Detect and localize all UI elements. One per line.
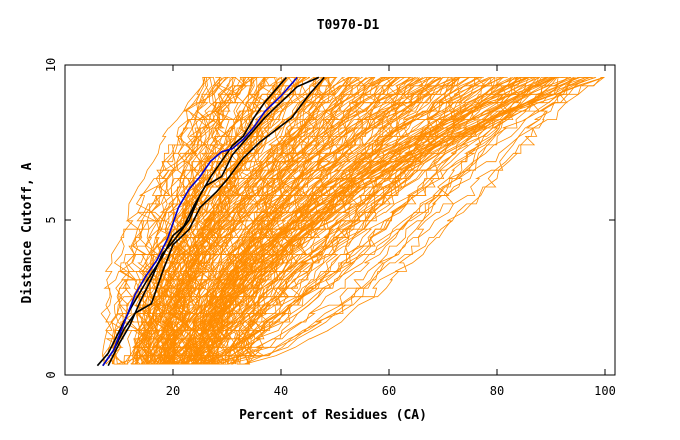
y-axis: 0 5 10 [44,58,615,379]
model-curve [194,77,605,365]
model-curve [179,77,414,365]
model-curve [132,77,280,365]
chart-title: T0970-D1 [317,18,380,33]
model-curve [146,77,284,365]
highlight-series-line-2 [107,76,288,367]
model-curve [205,77,480,365]
model-curve [113,77,259,365]
model-curve [100,77,206,365]
model-curve [181,77,407,365]
x-tick-label: 40 [274,384,288,398]
model-curve [230,77,575,365]
model-curve [177,77,493,365]
model-curve [154,77,426,365]
model-curve [131,77,295,365]
model-curve [230,77,556,365]
model-curve [200,77,576,365]
model-curve [165,77,439,365]
model-curve [151,77,353,365]
x-axis: 0 20 40 60 80 100 [61,65,616,398]
highlight-series-line-3 [102,76,298,367]
x-axis-label: Percent of Residues (CA) [239,408,427,423]
model-curve [110,77,229,365]
model-curve [221,77,589,365]
model-curve [134,77,306,365]
model-curve [209,77,553,365]
model-curve [240,77,591,365]
highlight-series-line-0 [102,76,325,367]
model-curve [243,77,575,365]
x-tick-label: 0 [61,384,68,398]
model-curve [211,77,539,365]
model-curve [105,77,245,365]
model-curve [145,77,298,365]
model-curve [236,77,569,365]
model-curve [219,77,606,365]
y-tick-label: 0 [44,371,58,378]
x-tick-label: 80 [490,384,504,398]
model-curve [146,77,368,365]
model-curve [148,77,354,365]
model-curve [132,77,247,365]
model-curve [153,77,349,365]
y-tick-label: 10 [44,58,58,72]
model-lines-group [100,77,606,365]
model-curve [171,77,470,365]
model-curve [244,77,573,365]
y-axis-label: Distance Cutoff, A [20,162,35,303]
model-curve [155,77,416,365]
model-curve [187,77,556,365]
model-curve [123,77,274,365]
model-curve [169,77,373,365]
y-tick-label: 5 [44,216,58,223]
model-curve [213,77,540,365]
highlight-lines-group [96,76,325,367]
model-curve [243,77,593,365]
model-curve [151,77,391,365]
model-curve [162,77,465,365]
model-curve [194,77,552,365]
model-curve [237,77,566,365]
model-curve [207,77,605,365]
model-curve [202,77,559,365]
x-tick-label: 100 [594,384,616,398]
model-curve [115,77,257,365]
x-tick-label: 60 [382,384,396,398]
model-curve [137,77,336,365]
model-curve [191,77,530,365]
model-curve [210,77,604,365]
x-tick-label: 20 [166,384,180,398]
model-curve [112,77,222,365]
